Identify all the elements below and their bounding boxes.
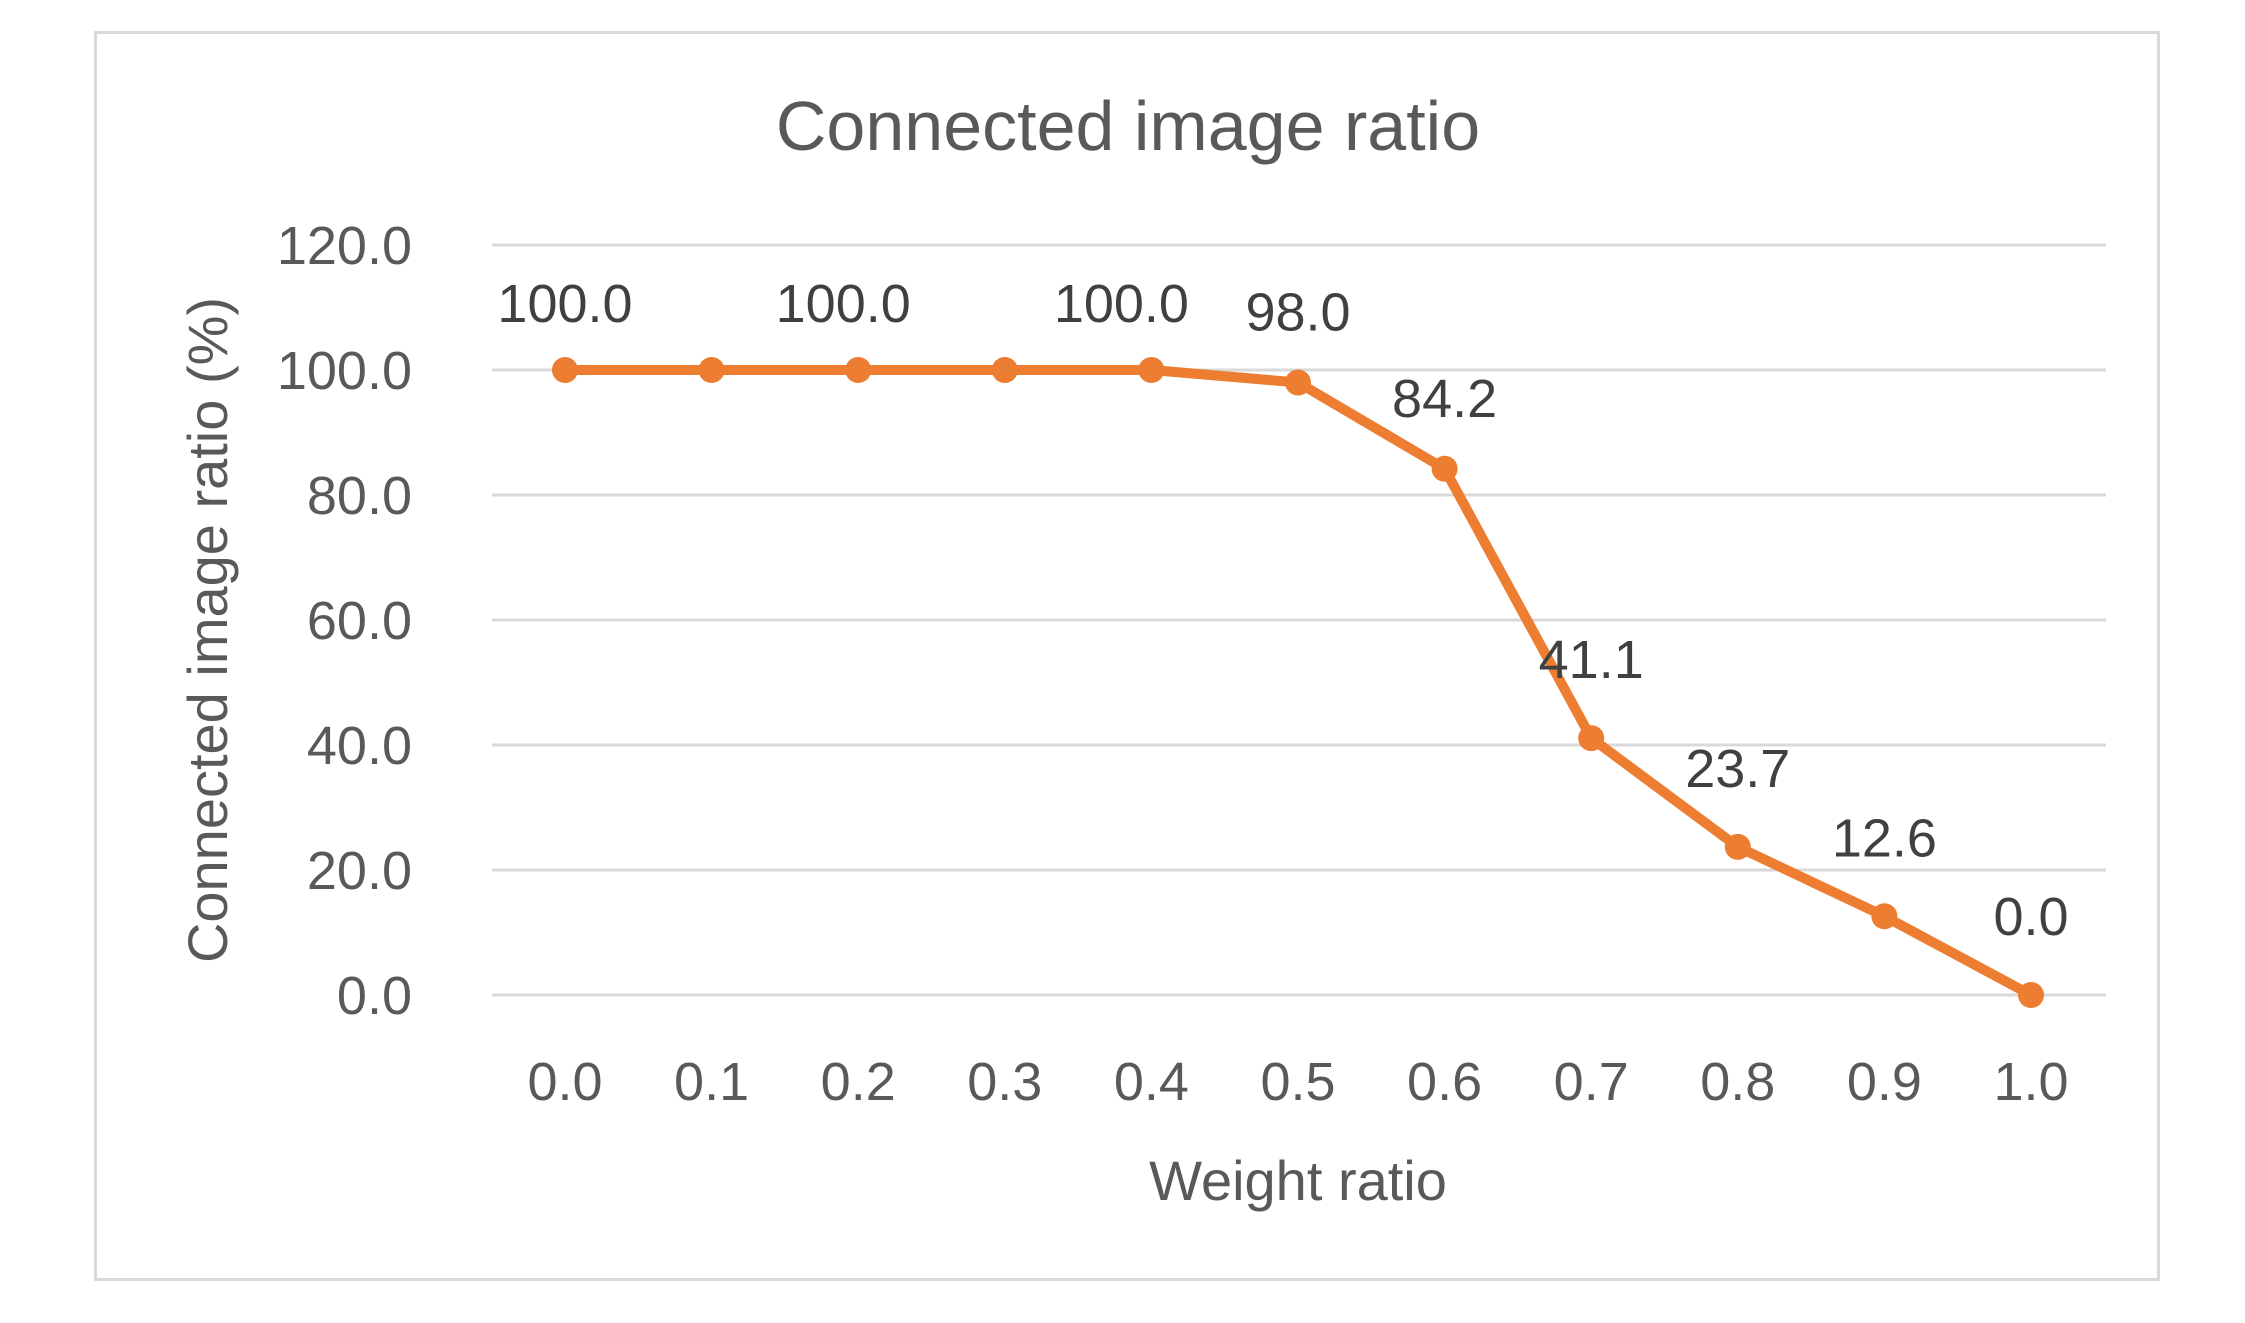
x-axis-label: Weight ratio	[1149, 1149, 1447, 1212]
x-tick-label: 0.6	[1407, 1052, 1482, 1112]
data-point	[2018, 982, 2044, 1008]
x-tick-label: 0.5	[1260, 1052, 1335, 1112]
data-label: 84.2	[1392, 369, 1497, 429]
data-label: 100.0	[497, 274, 632, 334]
data-label: 100.0	[776, 274, 911, 334]
x-axis-ticks: 0.0 0.1 0.2 0.3 0.4 0.5 0.6 0.7 0.8 0.9 1.0	[527, 1052, 2068, 1112]
y-tick-label: 80.0	[307, 466, 412, 526]
data-label: 23.7	[1685, 739, 1790, 799]
x-tick-label: 0.7	[1554, 1052, 1629, 1112]
x-tick-label: 1.0	[1993, 1052, 2068, 1112]
data-point	[698, 357, 725, 383]
x-tick-label: 0.0	[527, 1052, 602, 1112]
y-tick-label: 40.0	[307, 716, 412, 776]
chart-title: Connected image ratio	[776, 87, 1480, 165]
x-tick-label: 0.2	[821, 1052, 896, 1112]
data-point	[845, 357, 872, 383]
chart-frame	[94, 31, 2160, 1281]
data-label: 100.0	[1054, 274, 1189, 334]
data-point	[1431, 455, 1458, 482]
x-tick-label: 0.8	[1700, 1052, 1775, 1112]
y-tick-label: 20.0	[307, 841, 412, 901]
data-label: 0.0	[1993, 887, 2068, 947]
y-axis-ticks: 0.0 20.0 40.0 60.0 80.0 100.0 120.0	[277, 216, 412, 1026]
grid-lines	[492, 243, 2106, 997]
x-tick-label: 0.3	[967, 1052, 1042, 1112]
x-tick-label: 0.1	[674, 1052, 749, 1112]
y-tick-label: 60.0	[307, 591, 412, 651]
data-label: 98.0	[1245, 283, 1350, 343]
series-line-group	[552, 357, 2044, 1008]
x-tick-label: 0.9	[1847, 1052, 1922, 1112]
y-tick-label: 120.0	[277, 216, 412, 276]
y-tick-label: 0.0	[337, 966, 412, 1026]
series-line	[560, 365, 2036, 1000]
data-point	[552, 357, 578, 383]
data-point	[1871, 903, 1898, 930]
data-label: 41.1	[1539, 630, 1644, 690]
y-axis-label: Connected image ratio (%)	[176, 297, 239, 963]
y-tick-label: 100.0	[277, 341, 412, 401]
data-point	[1285, 369, 1311, 396]
data-labels: 100.0 100.0 100.0 98.0 84.2 41.1 23.7 12.6 0.0	[497, 274, 2068, 947]
x-tick-label: 0.4	[1114, 1052, 1189, 1112]
data-point	[1138, 357, 1165, 383]
data-point	[991, 357, 1018, 383]
data-label: 12.6	[1832, 808, 1937, 868]
data-point	[1578, 725, 1605, 752]
data-point	[1724, 833, 1751, 860]
